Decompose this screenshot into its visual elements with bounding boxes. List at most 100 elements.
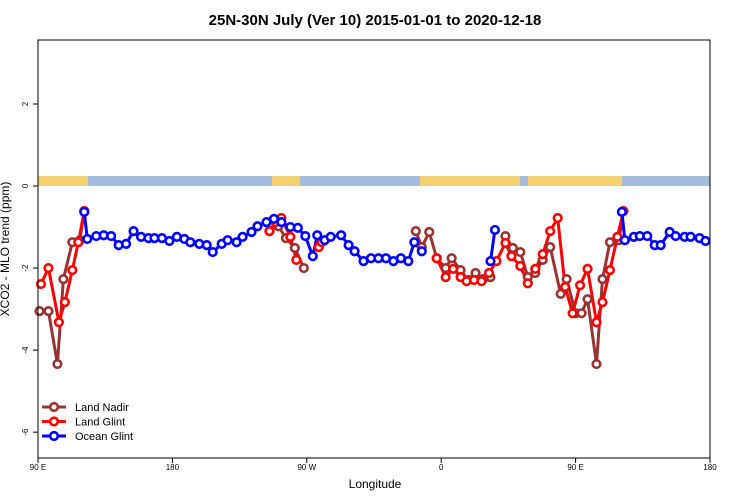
data-point (604, 237, 616, 248)
y-tick-label: 0 (21, 183, 30, 188)
legend-label: Land Glint (75, 417, 125, 429)
data-point (276, 217, 287, 228)
y-tick-label: -6 (21, 428, 30, 436)
data-point (591, 358, 602, 370)
data-point (576, 308, 587, 319)
data-point (597, 297, 608, 308)
legend-label: Land Nadir (75, 402, 129, 414)
data-point (128, 226, 139, 237)
data-point (642, 230, 653, 242)
x-tick-label: 180 (166, 463, 180, 472)
data-point (476, 276, 487, 287)
data-point (409, 237, 420, 248)
data-point (616, 206, 627, 217)
data-point (582, 294, 593, 305)
data-point (582, 263, 593, 274)
legend-marker (48, 401, 60, 413)
data-point (552, 212, 563, 224)
data-point (567, 308, 578, 319)
data-point (416, 246, 427, 257)
plot-area (34, 205, 711, 370)
data-point (530, 263, 541, 274)
data-point (483, 267, 495, 279)
data-point (560, 281, 571, 293)
x-tick-label: 90 E (567, 463, 583, 472)
x-tick-label: 90 W (297, 463, 316, 472)
legend-marker (48, 430, 60, 442)
data-point (35, 278, 47, 290)
chart-title: 25N-30N July (Ver 10) 2015-01-01 to 2020… (209, 12, 542, 29)
data-point (79, 206, 90, 217)
data-point (522, 278, 533, 289)
data-point (349, 246, 360, 257)
x-axis-label: Longitude (349, 477, 402, 491)
data-point (403, 256, 414, 267)
data-point (685, 231, 696, 242)
data-point (440, 271, 451, 283)
data-point (545, 242, 556, 253)
data-point (597, 274, 608, 285)
data-point (52, 358, 63, 370)
data-point (53, 317, 65, 328)
plot-frame (37, 39, 711, 459)
x-tick-label: 90 E (30, 463, 46, 472)
data-point (515, 260, 526, 272)
data-point (307, 251, 318, 262)
y-axis-label: XCO2 - MLO trend (ppm) (0, 182, 12, 317)
data-point (59, 297, 70, 308)
data-point (545, 226, 556, 237)
data-point (537, 249, 548, 260)
data-point (82, 233, 93, 245)
data-point (222, 235, 233, 246)
data-point (670, 230, 681, 242)
data-point (424, 226, 435, 238)
data-point (207, 246, 218, 258)
data-point (231, 237, 242, 248)
data-point (164, 235, 175, 247)
data-point (343, 240, 354, 251)
y-tick-label: -2 (21, 264, 30, 272)
data-point (574, 280, 586, 291)
map-strip (38, 176, 710, 186)
data-point (291, 254, 302, 265)
y-tick-label: 2 (21, 101, 30, 106)
data-point (591, 317, 602, 328)
data-point (604, 265, 616, 276)
data-point (73, 237, 84, 248)
data-point (106, 230, 117, 242)
data-point (58, 274, 69, 285)
data-point (67, 265, 78, 276)
data-point (43, 306, 54, 317)
legend-label: Ocean Glint (75, 431, 133, 443)
data-point (298, 262, 309, 274)
x-tick-label: 180 (703, 463, 717, 472)
x-tick-label: 0 (439, 463, 444, 472)
data-point (515, 246, 526, 258)
data-point (410, 226, 421, 237)
data-point (555, 288, 566, 300)
data-point (431, 253, 442, 264)
legend-marker (48, 416, 60, 427)
data-point (246, 226, 257, 238)
data-point (185, 237, 196, 248)
data-point (561, 274, 572, 285)
data-point (325, 231, 336, 242)
data-point (237, 231, 248, 242)
data-point (500, 237, 511, 249)
data-point (289, 242, 300, 254)
data-point (43, 262, 54, 274)
data-point (252, 221, 263, 232)
data-point (506, 251, 517, 262)
data-point (300, 230, 311, 242)
y-tick-label: -4 (21, 346, 30, 354)
data-point (285, 231, 296, 242)
data-point (448, 263, 459, 274)
data-point (446, 253, 457, 264)
data-point (619, 235, 630, 246)
data-point (700, 235, 711, 247)
data-point (312, 230, 323, 241)
data-point (34, 306, 45, 317)
data-point (264, 226, 275, 237)
data-point (485, 256, 496, 267)
